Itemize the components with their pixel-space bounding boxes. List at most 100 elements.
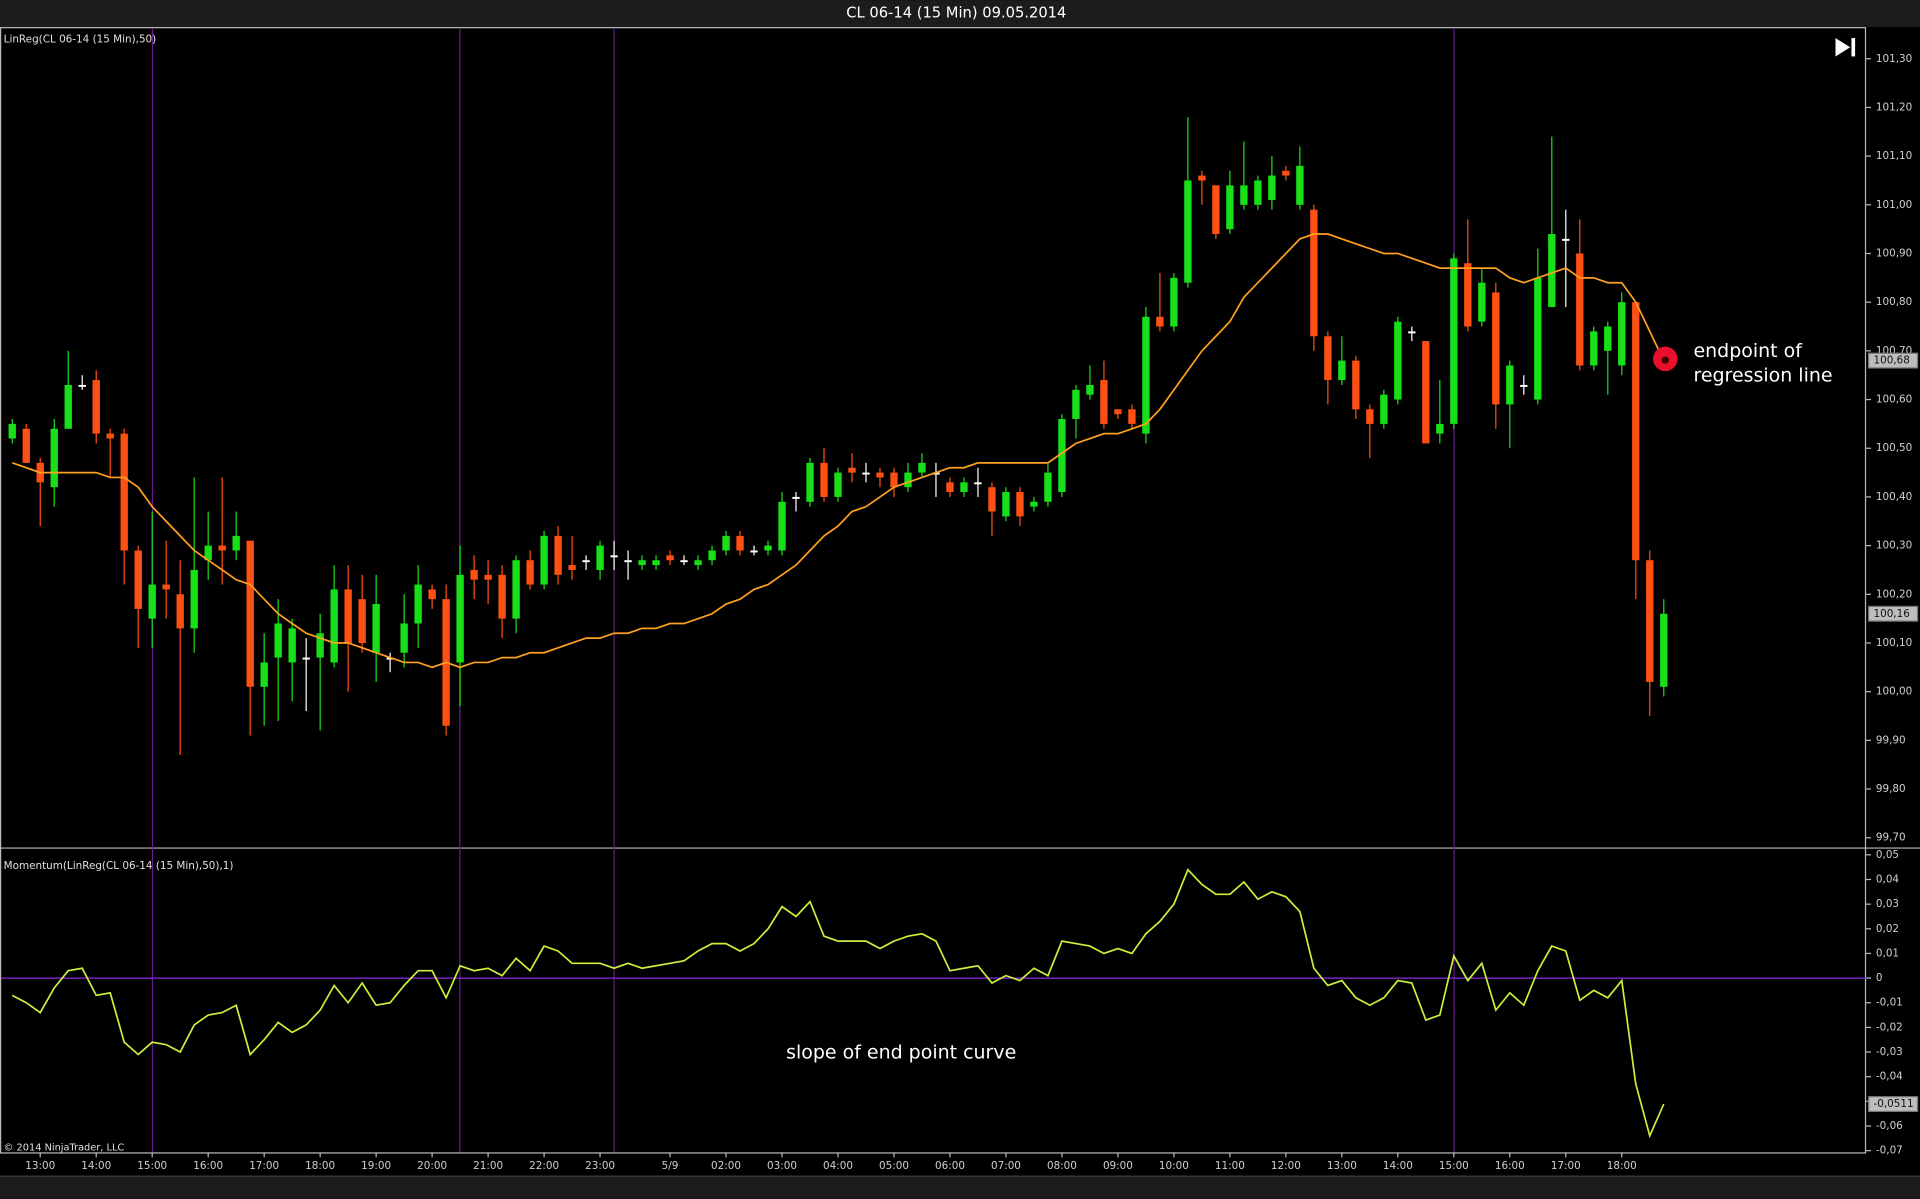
candle-body <box>694 560 702 566</box>
candle-body <box>1618 302 1626 366</box>
candle-body <box>904 472 912 488</box>
candle-body <box>204 545 212 561</box>
x-tick-label: 13:00 <box>1327 1160 1357 1172</box>
x-tick-label: 18:00 <box>305 1160 335 1172</box>
candle-body <box>1184 180 1192 283</box>
candle-body <box>274 623 282 658</box>
candle-body <box>1002 492 1010 517</box>
candle-body <box>568 565 576 570</box>
candle-body <box>456 574 464 663</box>
candle-body <box>1492 292 1500 405</box>
candle-body <box>1632 302 1640 561</box>
y-tick-label: 0 <box>1876 972 1883 984</box>
panel-label: LinReg(CL 06-14 (15 Min),50) <box>4 33 157 45</box>
candle-body <box>120 433 128 551</box>
candle-body <box>162 584 170 590</box>
candle-body <box>820 462 828 497</box>
x-tick-label: 06:00 <box>935 1160 965 1172</box>
y-tick-label: -0,03 <box>1876 1046 1903 1058</box>
y-tick-label: 0,03 <box>1876 898 1899 910</box>
last-value-label: 100,68 <box>1873 355 1909 367</box>
y-tick-label: 101,20 <box>1876 101 1912 113</box>
candle-body <box>1478 282 1486 322</box>
candle-body <box>652 560 660 566</box>
x-tick-label: 12:00 <box>1271 1160 1301 1172</box>
copyright: © 2014 NinjaTrader, LLC <box>4 1142 125 1153</box>
candle-body <box>1170 277 1178 327</box>
x-tick-label: 03:00 <box>767 1160 797 1172</box>
candle-body <box>50 428 58 488</box>
candle-body <box>1338 360 1346 381</box>
y-tick-label: 101,00 <box>1876 199 1912 211</box>
y-tick-label: 100,20 <box>1876 588 1912 600</box>
x-tick-label: 05:00 <box>879 1160 909 1172</box>
candle-body <box>596 545 604 570</box>
candle-body <box>64 384 72 429</box>
candle-body <box>288 628 296 663</box>
x-tick-label: 13:00 <box>25 1160 55 1172</box>
candle-body <box>876 472 884 478</box>
last-value-box <box>1867 605 1919 622</box>
candle-body <box>834 472 842 497</box>
candle-body <box>722 535 730 551</box>
candle-body <box>624 560 632 563</box>
candle-body <box>1100 380 1108 424</box>
candle-body <box>806 462 814 502</box>
candle-body <box>1534 277 1542 400</box>
candle-body <box>1646 560 1654 682</box>
candle-body <box>638 560 646 566</box>
y-tick-label: 100,90 <box>1876 247 1912 259</box>
y-tick-label: 100,30 <box>1876 540 1912 552</box>
candle-body <box>1030 501 1038 507</box>
y-tick-label: 0,05 <box>1876 849 1899 861</box>
y-tick-label: 0,01 <box>1876 947 1899 959</box>
y-tick-label: -0,07 <box>1876 1145 1903 1157</box>
play-icon[interactable] <box>1835 38 1851 57</box>
y-tick-label: 99,80 <box>1876 783 1906 795</box>
candle-body <box>1352 360 1360 410</box>
x-tick-label: 20:00 <box>417 1160 447 1172</box>
y-tick-label: 99,70 <box>1876 832 1906 844</box>
candle-body <box>1058 419 1066 493</box>
candle-body <box>862 472 870 475</box>
candle-body <box>610 555 618 558</box>
candle-body <box>1212 185 1220 235</box>
x-tick-label: 07:00 <box>991 1160 1021 1172</box>
annotation: endpoint of <box>1693 340 1803 362</box>
candle-body <box>1072 389 1080 420</box>
series-line <box>11 868 1665 1139</box>
candle-body <box>540 535 548 585</box>
chart-title: CL 06-14 (15 Min) 09.05.2014 <box>846 5 1066 22</box>
candle-body <box>78 384 86 387</box>
candle-body <box>1114 409 1122 415</box>
y-tick-label: -0,06 <box>1876 1120 1903 1132</box>
candle-body <box>428 589 436 600</box>
last-value-box <box>1867 352 1919 369</box>
x-tick-label: 08:00 <box>1047 1160 1077 1172</box>
y-tick-label: 100,10 <box>1876 637 1912 649</box>
candle-body <box>106 433 114 439</box>
candle-body <box>92 380 100 434</box>
candle-body <box>22 428 30 463</box>
x-tick-label: 19:00 <box>361 1160 391 1172</box>
candle-body <box>792 496 800 499</box>
scroll-end-button[interactable] <box>1835 38 1856 57</box>
candle-body <box>1436 423 1444 434</box>
candle-body <box>1254 180 1262 205</box>
title-bar <box>0 0 1920 28</box>
candle-body <box>1128 409 1136 424</box>
candle-body <box>1422 341 1430 444</box>
candle-body <box>386 657 394 660</box>
x-tick-label: 18:00 <box>1607 1160 1637 1172</box>
x-tick-label: 17:00 <box>1551 1160 1581 1172</box>
annotation: slope of end point curve <box>786 1042 1016 1064</box>
end-bar-icon[interactable] <box>1851 38 1856 57</box>
candle-body <box>708 550 716 561</box>
last-value-label: -0,0511 <box>1873 1098 1913 1110</box>
candle-body <box>1576 253 1584 366</box>
y-tick-label: 100,00 <box>1876 686 1912 698</box>
x-tick-label: 16:00 <box>1495 1160 1525 1172</box>
candle-body <box>932 472 940 475</box>
x-tick-label: 10:00 <box>1159 1160 1189 1172</box>
